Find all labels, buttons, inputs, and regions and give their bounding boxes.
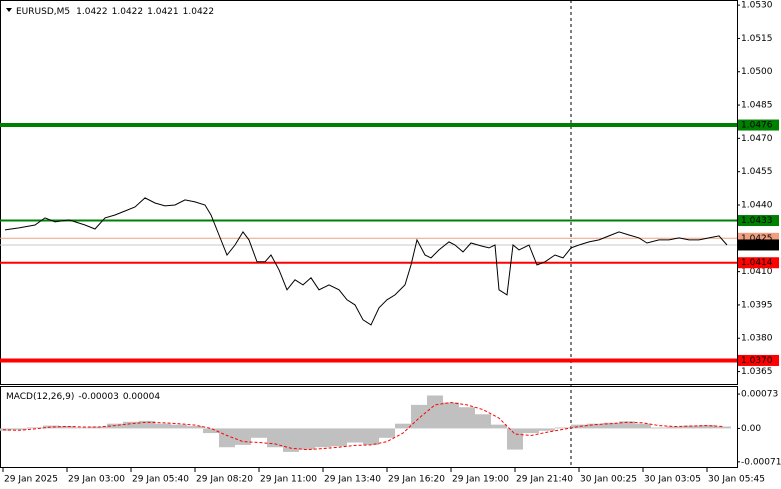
- x-tick-label: 30 Jan 03:05: [644, 475, 701, 485]
- macd-bar: [491, 424, 507, 429]
- macd-bar: [587, 423, 603, 429]
- y-tick-label: 1.0395: [741, 300, 773, 310]
- main-frame: [0, 0, 738, 385]
- y-tick-label: 1.0365: [741, 367, 773, 377]
- level-label: 1.0370: [741, 356, 773, 366]
- macd-value: -0.00003: [78, 392, 118, 402]
- ohlc-high: 1.0422: [112, 7, 144, 17]
- x-tick-label: 29 Jan 21:40: [516, 475, 573, 485]
- y-tick-label: 1.0440: [741, 200, 773, 210]
- macd-bar: [235, 428, 251, 445]
- x-tick-label: 30 Jan 00:25: [580, 475, 637, 485]
- macd-bar: [571, 424, 587, 429]
- macd-bar: [171, 424, 187, 429]
- macd-bar: [619, 421, 635, 429]
- macd-bar: [651, 427, 667, 429]
- macd-bar: [139, 420, 155, 429]
- level-label-box: [738, 239, 779, 251]
- macd-bar: [283, 428, 299, 452]
- signal-line: [2, 401, 724, 451]
- y-tick-label: 1.0410: [741, 267, 773, 277]
- ohlc-low: 1.0421: [147, 7, 179, 17]
- level-label-box: [738, 119, 779, 131]
- x-tick-label: 29 Jan 2025: [4, 475, 58, 485]
- y-tick-label: 1.0515: [741, 34, 773, 44]
- macd-bar: [27, 427, 43, 429]
- macd-bar: [539, 428, 555, 431]
- macd-bar: [715, 426, 731, 429]
- level-label-box: [738, 257, 779, 269]
- price-line: [4, 197, 728, 326]
- macd-title: MACD(12,26,9): [6, 392, 74, 402]
- ohlc-close: 1.0422: [183, 7, 215, 17]
- macd-bar: [155, 423, 171, 429]
- macd-bar: [123, 421, 139, 429]
- macd-frame: [0, 386, 738, 468]
- macd-bar: [699, 425, 715, 429]
- x-tick-label: 29 Jan 13:40: [324, 475, 381, 485]
- level-label: 1.0476: [741, 121, 773, 131]
- macd-bar: [635, 423, 651, 429]
- macd-bar: [299, 428, 315, 450]
- macd-bar: [507, 428, 523, 450]
- macd-bar: [475, 414, 491, 429]
- macd-bar: [411, 404, 427, 429]
- y-tick-label: 1.0485: [741, 101, 773, 111]
- x-tick-label: 29 Jan 11:00: [260, 475, 317, 485]
- macd-bar: [347, 428, 363, 443]
- y-tick-label: 0.00073: [741, 390, 778, 400]
- y-tick-label: 1.0530: [741, 1, 773, 11]
- level-label-box: [738, 354, 779, 366]
- level-label-box: [738, 215, 779, 227]
- macd-bar: [187, 426, 203, 429]
- level-label: 1.0414: [741, 258, 773, 268]
- macd-bar: [59, 426, 75, 429]
- macd-bar: [267, 428, 283, 448]
- menu-triangle: [6, 8, 12, 12]
- level-label: 1.0425: [741, 234, 773, 244]
- x-tick-label: 29 Jan 03:00: [68, 475, 125, 485]
- macd-bar: [331, 428, 347, 447]
- macd-bar: [251, 428, 267, 438]
- symbol-header: EURUSD,M5 1.0422 1.0422 1.0421 1.0422: [16, 7, 214, 17]
- macd-bar: [315, 428, 331, 448]
- macd-bar: [683, 425, 699, 429]
- macd-bar: [219, 428, 235, 448]
- x-tick-label: 29 Jan 08:20: [196, 475, 253, 485]
- macd-bar: [459, 407, 475, 429]
- symbol: EURUSD,M5: [16, 7, 70, 17]
- x-tick-label: 29 Jan 05:40: [132, 475, 189, 485]
- y-tick-label: 0.00: [741, 424, 761, 434]
- macd-bar: [395, 423, 411, 429]
- y-tick-label: 1.0500: [741, 67, 773, 77]
- y-tick-label: 1.0380: [741, 334, 773, 344]
- macd-bar: [555, 427, 571, 429]
- level-label: 1.0422: [741, 240, 773, 250]
- macd-bar: [11, 428, 27, 430]
- macd-bar: [427, 395, 443, 429]
- signal-value: 0.00004: [123, 392, 160, 402]
- macd-bar: [203, 428, 219, 434]
- macd-bar: [443, 402, 459, 429]
- macd-bar: [379, 428, 395, 438]
- macd-bar: [363, 428, 379, 445]
- y-tick-label: -0.00071: [741, 457, 781, 467]
- macd-bar: [603, 422, 619, 429]
- macd-bar: [523, 428, 539, 434]
- macd-header: MACD(12,26,9) -0.00003 0.00004: [6, 392, 160, 402]
- level-label: 1.0433: [741, 216, 773, 226]
- x-tick-label: 29 Jan 16:20: [388, 475, 445, 485]
- y-tick-label: 1.0470: [741, 134, 773, 144]
- macd-bar: [667, 426, 683, 429]
- y-tick-label: 1.0455: [741, 167, 773, 177]
- ohlc-open: 1.0422: [76, 7, 108, 17]
- x-tick-label: 30 Jan 05:45: [708, 475, 765, 485]
- macd-bar: [75, 427, 91, 429]
- macd-bar: [43, 425, 59, 429]
- level-label-box: [738, 232, 779, 244]
- x-tick-label: 29 Jan 19:00: [452, 475, 509, 485]
